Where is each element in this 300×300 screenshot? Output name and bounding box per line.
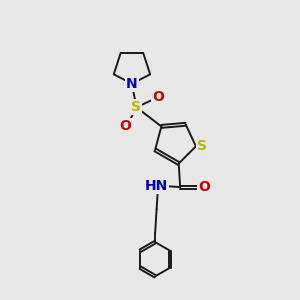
Text: S: S xyxy=(131,100,141,114)
Text: O: O xyxy=(119,119,131,134)
Text: O: O xyxy=(152,90,164,104)
Text: N: N xyxy=(126,77,138,91)
Text: HN: HN xyxy=(145,178,168,193)
Text: S: S xyxy=(197,139,207,153)
Text: O: O xyxy=(198,180,210,194)
